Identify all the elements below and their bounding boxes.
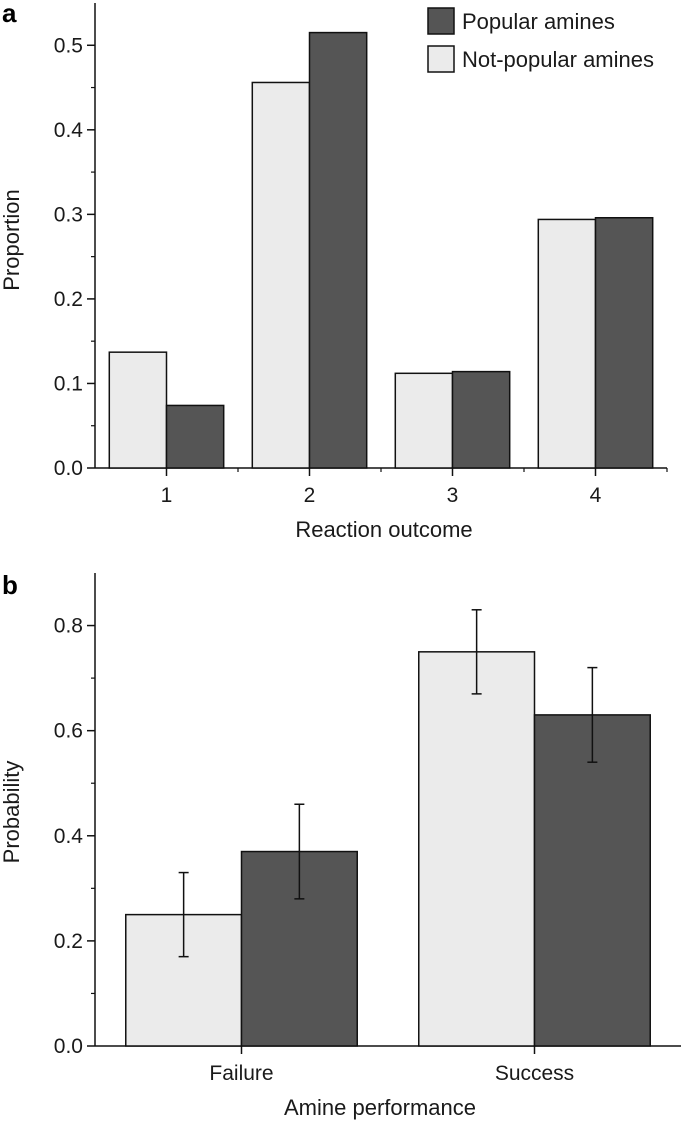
panel-a-letter: a (2, 0, 17, 28)
y-tick-label: 0.8 (54, 615, 83, 638)
y-tick-label: 0.2 (54, 288, 83, 311)
legend-label-not-popular: Not-popular amines (462, 47, 654, 72)
y-tick-label: 0.4 (54, 825, 84, 848)
panel-a-ylabel: Proportion (0, 189, 24, 291)
bar-popular-success (533, 714, 651, 1047)
bar-not-popular-4 (537, 218, 597, 469)
x-tick-label: Failure (209, 1062, 273, 1085)
x-tick-label: Success (495, 1062, 574, 1085)
panel-b: b 0.0 0.2 0.4 0.6 0.8 Failure Success Amine pe… (0, 570, 681, 1120)
y-tick-label: 0.0 (54, 457, 83, 480)
panel-a: a 0.0 0.1 0.2 0.3 0.4 0.5 1 2 3 4 Reaction outcom… (0, 0, 668, 542)
bar-popular-3 (451, 370, 511, 469)
x-tick-label: 1 (161, 484, 173, 507)
panel-a-xlabel: Reaction outcome (295, 517, 472, 542)
bar-popular-1 (165, 404, 225, 469)
y-tick-label: 0.0 (54, 1035, 83, 1058)
y-tick-label: 0.3 (54, 203, 83, 226)
legend-swatch-popular (427, 7, 455, 35)
panel-b-ylabel: Probability (0, 761, 24, 864)
legend: Popular amines Not-popular amines (427, 7, 654, 73)
panel-b-letter: b (2, 570, 18, 600)
legend-label-popular: Popular amines (462, 9, 615, 34)
bar-not-popular-3 (394, 372, 454, 469)
y-tick-label: 0.5 (54, 34, 83, 57)
y-tick-label: 0.2 (54, 930, 83, 953)
panel-b-plot: 0.0 0.2 0.4 0.6 0.8 Failure Success (54, 573, 681, 1085)
x-tick-label: 3 (447, 484, 459, 507)
x-tick-label: 2 (304, 484, 316, 507)
legend-swatch-not-popular (427, 45, 455, 73)
bar-not-popular-1 (108, 351, 168, 469)
bar-not-popular-2 (251, 81, 311, 469)
panel-a-plot: 0.0 0.1 0.2 0.3 0.4 0.5 1 2 3 4 (54, 3, 668, 507)
panel-b-xlabel: Amine performance (284, 1095, 476, 1120)
x-tick-label: 4 (590, 484, 602, 507)
bar-popular-2 (308, 31, 368, 469)
y-tick-label: 0.6 (54, 720, 83, 743)
bar-not-popular-success (418, 651, 536, 1047)
bar-popular-4 (594, 216, 654, 469)
y-tick-label: 0.1 (54, 372, 83, 395)
y-tick-label: 0.4 (54, 119, 84, 142)
